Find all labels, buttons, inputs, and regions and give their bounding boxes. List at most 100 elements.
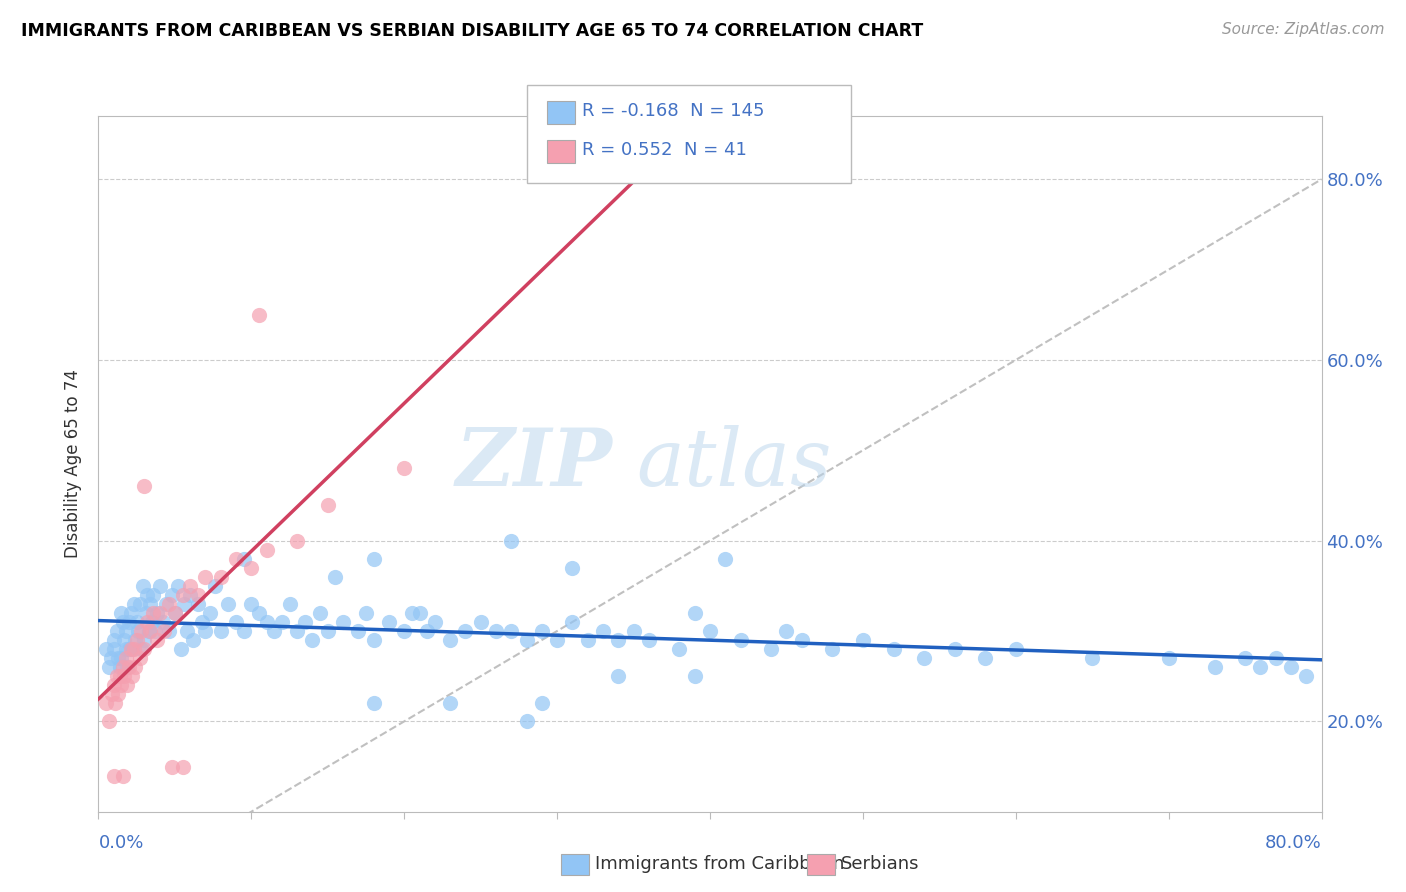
Point	[172, 588, 194, 602]
Point	[121, 642, 143, 657]
Point	[470, 615, 492, 629]
Point	[115, 642, 138, 657]
Point	[138, 624, 160, 638]
Point	[714, 551, 737, 566]
Point	[530, 624, 553, 638]
Point	[105, 624, 128, 638]
Point	[103, 678, 125, 692]
Point	[821, 642, 844, 657]
Point	[187, 597, 209, 611]
Point	[163, 606, 186, 620]
Point	[160, 588, 183, 602]
Point	[104, 696, 127, 710]
Point	[294, 615, 316, 629]
Point	[132, 579, 155, 593]
Point	[285, 624, 308, 638]
Point	[115, 651, 138, 665]
Point	[111, 660, 134, 674]
Point	[247, 308, 270, 322]
Point	[110, 678, 132, 692]
Point	[1264, 651, 1286, 665]
Point	[135, 606, 157, 620]
Point	[263, 624, 285, 638]
Point	[181, 633, 204, 648]
Point	[607, 633, 630, 648]
Point	[363, 696, 385, 710]
Text: Serbians: Serbians	[841, 855, 920, 873]
Point	[112, 669, 135, 683]
Point	[136, 588, 159, 602]
Point	[637, 633, 661, 648]
Point	[883, 642, 905, 657]
Point	[145, 606, 167, 620]
Point	[173, 597, 195, 611]
Point	[516, 633, 538, 648]
Text: R = 0.552  N = 41: R = 0.552 N = 41	[582, 141, 747, 159]
Point	[316, 498, 339, 512]
Text: ZIP: ZIP	[456, 425, 612, 502]
Point	[170, 642, 193, 657]
Point	[124, 633, 146, 648]
Point	[105, 669, 128, 683]
Point	[194, 570, 217, 584]
Point	[1157, 651, 1180, 665]
Point	[1004, 642, 1026, 657]
Text: R = -0.168  N = 145: R = -0.168 N = 145	[582, 102, 765, 120]
Point	[152, 615, 174, 629]
Point	[107, 651, 129, 665]
Point	[117, 660, 139, 674]
Point	[852, 633, 875, 648]
Point	[143, 624, 166, 638]
Point	[1279, 660, 1302, 674]
Point	[124, 660, 146, 674]
Point	[576, 633, 599, 648]
Point	[160, 759, 183, 773]
Point	[118, 615, 141, 629]
Point	[1204, 660, 1226, 674]
Point	[623, 624, 645, 638]
Point	[401, 606, 423, 620]
Point	[157, 597, 180, 611]
Point	[120, 606, 142, 620]
Point	[142, 606, 165, 620]
Point	[153, 624, 176, 638]
Point	[209, 570, 232, 584]
Point	[683, 669, 706, 683]
Point	[120, 642, 142, 657]
Point	[561, 615, 583, 629]
Point	[1295, 669, 1317, 683]
Point	[301, 633, 323, 648]
Point	[134, 633, 156, 648]
Point	[392, 461, 416, 475]
Point	[309, 606, 332, 620]
Point	[129, 642, 152, 657]
Point	[439, 696, 461, 710]
Point	[225, 615, 247, 629]
Point	[607, 669, 630, 683]
Point	[110, 606, 132, 620]
Point	[256, 615, 278, 629]
Point	[149, 606, 172, 620]
Point	[172, 759, 194, 773]
Point	[167, 579, 190, 593]
Point	[247, 606, 270, 620]
Text: IMMIGRANTS FROM CARIBBEAN VS SERBIAN DISABILITY AGE 65 TO 74 CORRELATION CHART: IMMIGRANTS FROM CARIBBEAN VS SERBIAN DIS…	[21, 22, 924, 40]
Point	[1081, 651, 1104, 665]
Point	[759, 642, 782, 657]
Point	[592, 624, 614, 638]
Point	[125, 615, 148, 629]
Point	[145, 633, 167, 648]
Point	[1234, 651, 1257, 665]
Point	[155, 597, 177, 611]
Point	[699, 624, 721, 638]
Point	[94, 696, 117, 710]
Point	[316, 624, 339, 638]
Point	[141, 615, 163, 629]
Point	[730, 633, 752, 648]
Point	[683, 606, 706, 620]
Point	[347, 624, 370, 638]
Point	[134, 642, 156, 657]
Point	[128, 597, 150, 611]
Point	[101, 687, 124, 701]
Point	[118, 660, 141, 674]
